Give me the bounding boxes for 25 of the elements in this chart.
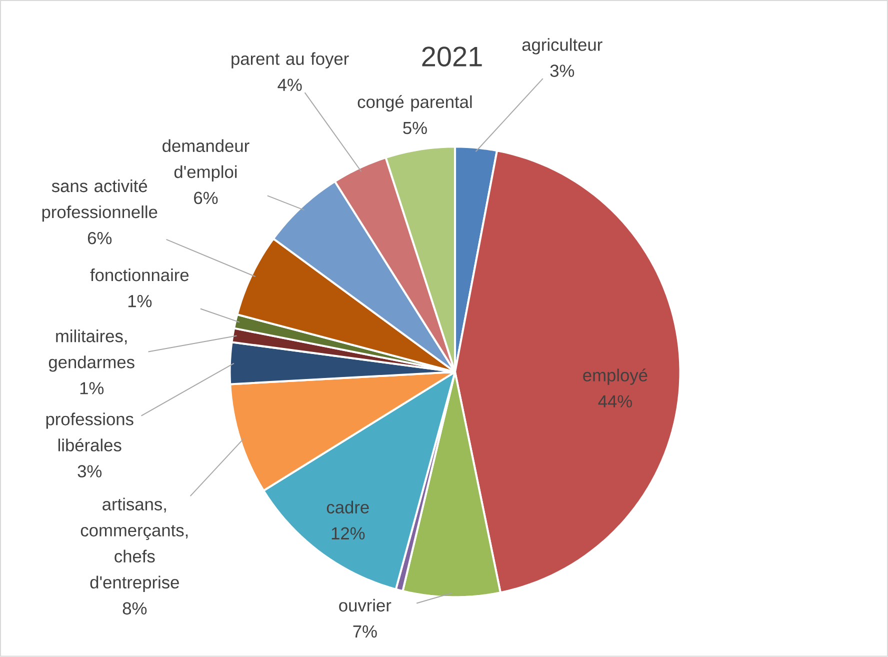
data-label: 4%: [278, 78, 302, 92]
slice-label: fonctionnaire: [90, 268, 189, 282]
data-label: 6%: [194, 192, 218, 204]
slice-label: congé parental: [358, 95, 472, 112]
data-label: 12%: [332, 527, 365, 540]
slice-label: artisans, commerçants, chefs d'entreprise: [80, 498, 188, 592]
slice-label: ouvrier: [339, 598, 392, 612]
slice-label: agriculteur: [522, 38, 602, 54]
data-label: 6%: [88, 232, 112, 244]
slice-label: professions libérales: [46, 412, 134, 452]
chart-title: 2021: [422, 46, 482, 67]
data-label: 3%: [78, 465, 102, 478]
data-label: 1%: [80, 382, 104, 394]
data-label: 7%: [353, 626, 377, 638]
data-label: 8%: [122, 602, 147, 615]
slice-label: sans activité professionnelle: [42, 179, 158, 222]
data-label: 3%: [550, 64, 574, 78]
data-label: 44%: [598, 395, 632, 408]
slice-label: militaires, gendarmes: [48, 330, 134, 372]
slice-label: parent au foyer: [232, 52, 349, 69]
slice-label: employé: [583, 368, 648, 385]
slice-label: cadre: [326, 500, 369, 514]
slice-label: demandeur d'emploi: [162, 139, 250, 182]
data-label: 5%: [403, 122, 427, 134]
data-label: 1%: [128, 295, 152, 308]
